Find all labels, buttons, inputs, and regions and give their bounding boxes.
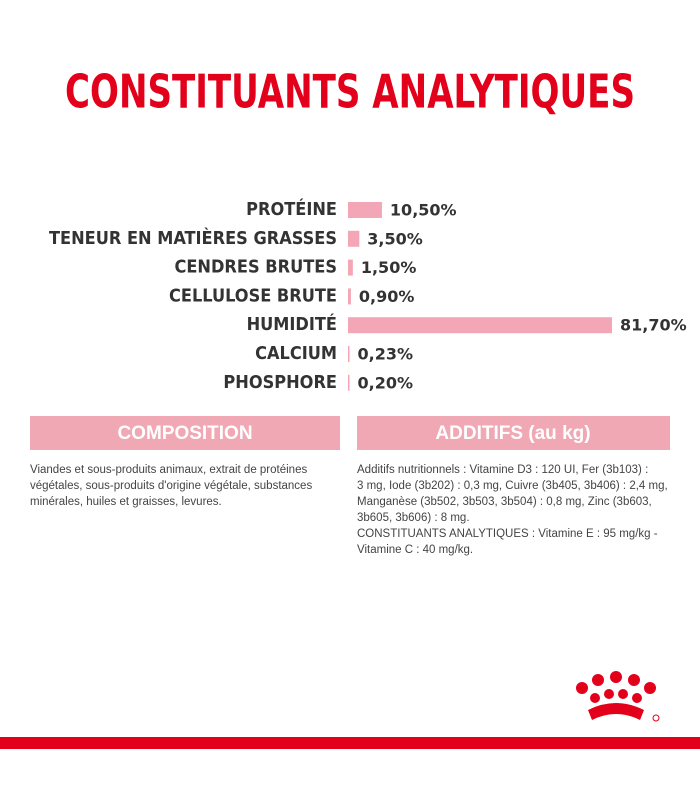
category-label: CELLULOSE BRUTE [169,285,337,306]
category-label: TENEUR EN MATIÈRES GRASSES [49,227,337,249]
bar [348,202,382,218]
category-label: PHOSPHORE [223,372,337,393]
additifs-header [357,416,670,450]
bar [348,288,351,305]
bar [348,346,350,362]
bar [348,259,353,276]
body-text: 3b605, 3b606) : 8 mg. [357,512,470,524]
category-label: CALCIUM [255,343,337,364]
chart-title: CONSTITUANTS ANALYTIQUES [65,65,635,119]
value-label: 0,20% [358,373,414,392]
category-label: CENDRES BRUTES [174,257,337,278]
value-label: 81,70% [620,316,687,335]
body-text: Vitamine C : 40 mg/kg. [357,544,473,556]
category-label: HUMIDITÉ [247,313,337,335]
value-label: 10,50% [390,201,457,220]
category-label: PROTÉINE [246,198,337,220]
value-label: 3,50% [367,229,423,248]
body-text: Viandes et sous-produits animaux, extrai… [30,464,307,476]
body-text: minérales, huiles et graisses, levures. [30,496,222,508]
composition-header [30,416,340,450]
bar [348,230,360,247]
bar [348,374,350,391]
body-text: 3 mg, Iode (3b202) : 0,3 mg, Cuivre (3b4… [357,480,668,492]
body-text: végétales, sous-produits d'origine végét… [30,480,312,492]
bottom-stripe [0,737,700,749]
value-label: 0,23% [358,345,414,364]
value-label: 0,90% [359,287,415,306]
body-text: Additifs nutritionnels : Vitamine D3 : 1… [357,464,648,476]
body-text: Manganèse (3b502, 3b503, 3b504) : 0,8 mg… [357,496,652,508]
additifs-title: ADDITIFS (au kg) [435,423,590,444]
value-label: 1,50% [361,258,417,277]
body-text: CONSTITUANTS ANALYTIQUES : Vitamine E : … [357,528,658,540]
composition-title: COMPOSITION [117,423,252,444]
bar [348,317,612,334]
logo [576,671,660,722]
